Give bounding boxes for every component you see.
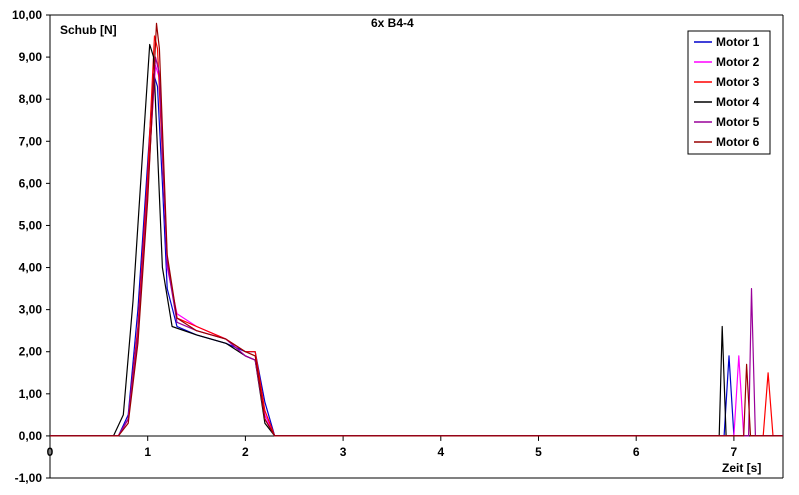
series-line-6 (50, 22, 783, 437)
x-axis-ticks: 0 1 2 3 4 5 6 7 (47, 435, 738, 459)
x-axis-label: Zeit [s] (722, 461, 761, 475)
y-tick-label: 3,00 (19, 303, 43, 317)
y-tick-label: 2,00 (19, 345, 43, 359)
legend-box (687, 30, 771, 155)
y-tick-label: -1,00 (15, 471, 43, 485)
legend-label: Motor 1 (716, 35, 760, 49)
y-tick-label: 9,00 (19, 50, 43, 64)
legend: Motor 1 Motor 2 Motor 3 Motor 4 Motor 5 Motor… (687, 30, 771, 155)
series-lines (50, 22, 783, 437)
x-tick-label: 5 (535, 445, 542, 459)
y-tick-label: 10,00 (12, 8, 42, 22)
y-tick-label: 5,00 (19, 218, 43, 232)
x-tick-label: 0 (47, 445, 54, 459)
y-tick-label: 4,00 (19, 261, 43, 275)
y-tick-label: 0,00 (19, 429, 43, 443)
x-tick-label: 1 (144, 445, 151, 459)
x-tick-label: 4 (437, 445, 444, 459)
legend-label: Motor 6 (716, 135, 760, 149)
x-tick-label: 3 (340, 445, 347, 459)
legend-label: Motor 5 (716, 115, 760, 129)
x-tick-label: 2 (242, 445, 249, 459)
chart-title: 6x B4-4 (371, 16, 414, 30)
y-tick-label: 8,00 (19, 92, 43, 106)
legend-label: Motor 3 (716, 75, 760, 89)
y-tick-label: 1,00 (19, 387, 43, 401)
legend-label: Motor 4 (716, 95, 760, 109)
y-axis-label: Schub [N] (60, 23, 117, 37)
x-tick-label: 7 (731, 445, 738, 459)
y-axis-ticks: -1,00 0,00 1,00 2,00 3,00 4,00 5,00 6,00 7,00 8,0… (12, 8, 50, 485)
legend-label: Motor 2 (716, 55, 760, 69)
y-tick-label: 7,00 (19, 134, 43, 148)
y-tick-label: 6,00 (19, 176, 43, 190)
x-tick-label: 6 (633, 445, 640, 459)
